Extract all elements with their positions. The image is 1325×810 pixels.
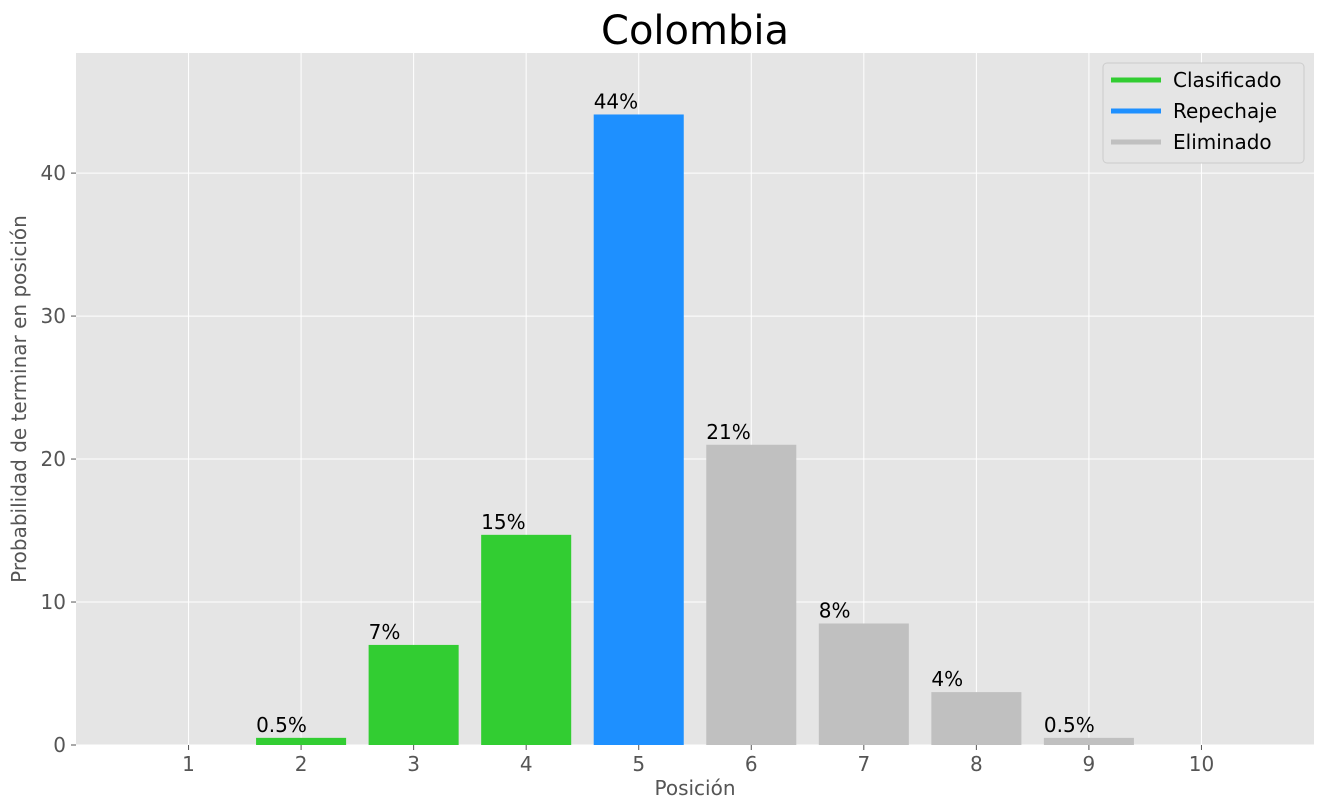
- bar-labels: 0.5% 7% 15% 44% 21% 8% 4% 0.5%: [256, 89, 1095, 736]
- y-tick-label: 30: [41, 304, 66, 328]
- y-tick-label: 0: [53, 733, 66, 757]
- bar-position-8: [931, 692, 1022, 745]
- x-axis-label: Posición: [654, 776, 735, 800]
- x-tick-label: 3: [407, 752, 420, 776]
- x-tick-label: 10: [1189, 752, 1214, 776]
- bar-value-label: 44%: [594, 89, 638, 113]
- bar-position-7: [818, 623, 909, 745]
- legend-label: Repechaje: [1173, 99, 1277, 123]
- x-tick-label: 4: [520, 752, 533, 776]
- bar-position-4: [481, 534, 572, 745]
- bar-value-label: 4%: [931, 667, 963, 691]
- x-tick-label: 1: [182, 752, 195, 776]
- bar-position-2: [256, 737, 347, 745]
- bar-position-9: [1043, 737, 1134, 745]
- x-tick-label: 6: [745, 752, 758, 776]
- bar-value-label: 0.5%: [256, 713, 307, 737]
- x-tick-label: 9: [1083, 752, 1096, 776]
- bar-value-label: 8%: [819, 598, 851, 622]
- x-axis-ticks: 1 2 3 4 5 6 7 8 9 10: [182, 745, 1214, 776]
- bar-position-5: [593, 114, 684, 745]
- bar-value-label: 21%: [706, 420, 750, 444]
- bars: [256, 114, 1134, 745]
- y-tick-label: 10: [41, 590, 66, 614]
- legend-label: Eliminado: [1173, 130, 1272, 154]
- y-tick-label: 20: [41, 447, 66, 471]
- y-axis-label: Probabilidad de terminar en posición: [7, 215, 31, 583]
- bar-value-label: 7%: [369, 620, 401, 644]
- bar-position-6: [706, 444, 797, 745]
- x-tick-label: 7: [857, 752, 870, 776]
- x-tick-label: 5: [632, 752, 645, 776]
- chart-title: Colombia: [601, 8, 789, 54]
- bar-value-label: 15%: [481, 510, 525, 534]
- bar-position-3: [368, 644, 459, 745]
- legend-box: [1102, 62, 1305, 164]
- plot-area: [76, 53, 1314, 745]
- y-tick-label: 40: [41, 161, 66, 185]
- legend-label: Clasificado: [1173, 68, 1282, 92]
- x-tick-label: 2: [295, 752, 308, 776]
- x-tick-label: 8: [970, 752, 983, 776]
- y-axis-ticks: 0 10 20 30 40: [41, 161, 76, 757]
- legend: Clasificado Repechaje Eliminado: [1102, 62, 1305, 164]
- bar-value-label: 0.5%: [1044, 713, 1095, 737]
